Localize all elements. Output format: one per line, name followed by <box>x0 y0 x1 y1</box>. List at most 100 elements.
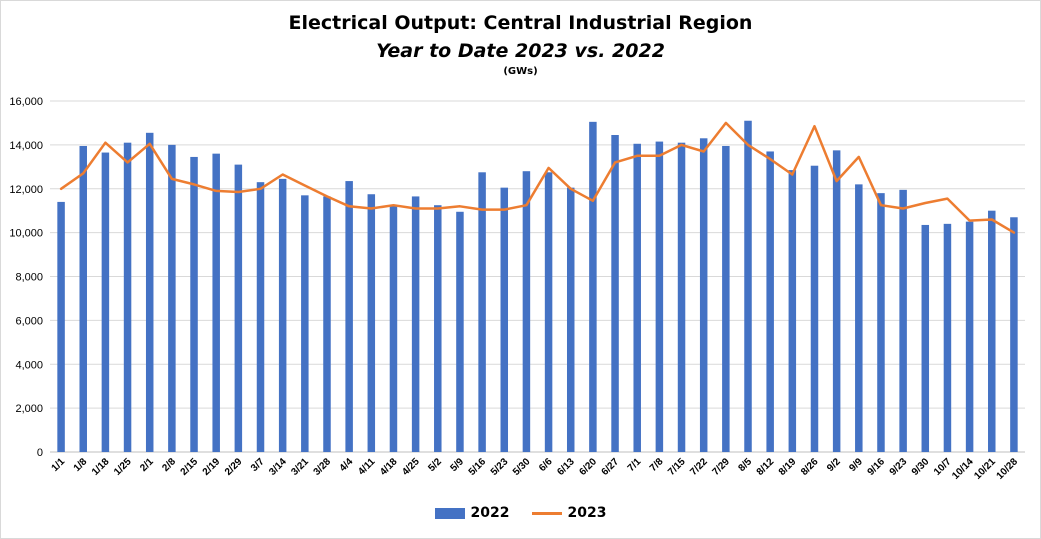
x-tick-label: 3/21 <box>289 456 311 478</box>
x-tick-label: 9/9 <box>847 456 865 474</box>
legend: 2022 2023 <box>0 505 1041 521</box>
legend-swatch-2023 <box>531 511 562 515</box>
bar-2022 <box>500 187 509 452</box>
chart-unit-label: (GWs) <box>503 66 538 77</box>
y-tick-label: 2,000 <box>15 403 43 415</box>
x-tick-label: 10/21 <box>972 456 998 482</box>
x-tick-label: 6/6 <box>537 456 555 474</box>
bar-2022 <box>323 196 331 452</box>
x-axis: 1/1 1/8 1/18 1/25 2/1 2/8 2/15 2/19 2/29 3/7 3/14 3… <box>50 456 1021 482</box>
y-tick-label: 8,000 <box>15 272 43 284</box>
x-tick-label: 5/2 <box>426 456 444 474</box>
y-axis: 0 2,000 4,000 6,000 8,000 10,000 12,000 14,000 1… <box>9 96 43 459</box>
x-tick-label: 7/8 <box>648 456 666 474</box>
bar-2022 <box>345 181 353 452</box>
bar-2022 <box>699 138 708 452</box>
x-tick-label: 3/28 <box>312 456 334 478</box>
y-tick-label: 0 <box>37 447 43 459</box>
x-tick-label: 7/15 <box>666 456 688 478</box>
bar-2022 <box>877 193 885 452</box>
bar-2022 <box>589 121 597 452</box>
line-2023 <box>59 121 1016 234</box>
y-tick-label: 6,000 <box>15 315 43 327</box>
bar-2022 <box>611 135 619 453</box>
x-tick-label: 10/14 <box>950 456 976 482</box>
legend-item-2023: 2023 <box>531 505 607 521</box>
bar-2022 <box>832 150 841 452</box>
bar-2022 <box>434 205 442 452</box>
bar-2022 <box>633 143 641 452</box>
x-tick-label: 2/15 <box>179 456 201 478</box>
x-tick-label: 4/4 <box>338 456 356 474</box>
bar-2022 <box>145 132 154 452</box>
bar-2022 <box>1010 217 1018 452</box>
x-tick-label: 6/27 <box>600 456 622 478</box>
bar-2022 <box>456 211 464 452</box>
bar-2022 <box>168 144 176 452</box>
x-tick-label: 7/1 <box>626 456 644 474</box>
bar-2022 <box>965 221 974 452</box>
x-tick-label: 9/23 <box>888 456 910 478</box>
bar-2022 <box>655 141 664 452</box>
x-tick-label: 7/29 <box>710 456 732 478</box>
bar-2022 <box>899 189 907 453</box>
title-block: Electrical Output: Central Industrial Re… <box>0 10 1041 79</box>
bars-2022 <box>57 120 1018 453</box>
x-tick-label: 10/28 <box>995 456 1021 482</box>
x-tick-label: 3/14 <box>267 456 289 478</box>
x-tick-label: 8/12 <box>755 456 777 478</box>
x-tick-label: 5/23 <box>489 456 511 478</box>
x-tick-label: 4/18 <box>378 456 400 478</box>
legend-label-2023: 2023 <box>567 505 607 521</box>
x-tick-label: 5/30 <box>511 456 533 478</box>
series-line-2023 <box>59 121 1016 234</box>
x-tick-label: 1/18 <box>90 456 112 478</box>
bar-2022 <box>921 224 930 452</box>
x-tick-label: 9/30 <box>910 456 932 478</box>
x-tick-label: 4/11 <box>356 456 377 477</box>
legend-swatch-2022 <box>434 507 465 519</box>
bar-2022 <box>478 172 486 452</box>
y-tick-label: 10,000 <box>9 228 43 240</box>
bar-2022 <box>788 170 797 452</box>
x-tick-label: 9/16 <box>866 456 888 478</box>
chart-title: Electrical Output: Central Industrial Re… <box>288 12 753 34</box>
bar-2022 <box>79 145 87 453</box>
bar-2022 <box>855 184 863 453</box>
bar-2022 <box>234 164 243 452</box>
x-tick-label: 4/25 <box>400 456 422 478</box>
x-tick-label: 6/13 <box>555 456 577 478</box>
x-tick-label: 6/20 <box>577 456 599 478</box>
x-tick-label: 8/5 <box>737 456 755 474</box>
bar-2022 <box>57 201 65 452</box>
y-tick-label: 16,000 <box>9 96 43 108</box>
x-tick-label: 9/2 <box>825 456 843 474</box>
bar-2022 <box>522 171 531 452</box>
bar-2022 <box>256 182 265 452</box>
x-tick-label: 8/19 <box>777 456 799 478</box>
chart-subtitle: Year to Date 2023 vs. 2022 <box>376 40 665 62</box>
y-tick-label: 12,000 <box>9 184 43 196</box>
x-tick-label: 3/7 <box>249 456 267 474</box>
legend-label-2022: 2022 <box>470 505 510 521</box>
bar-2022 <box>123 142 132 452</box>
x-tick-label: 1/25 <box>112 456 134 478</box>
bar-2022 <box>367 194 376 452</box>
bar-2022 <box>988 210 996 452</box>
x-tick-label: 5/9 <box>448 456 466 474</box>
x-tick-label: 1/8 <box>72 456 90 474</box>
bar-2022 <box>212 153 220 452</box>
bar-2022 <box>389 206 398 452</box>
x-tick-label: 8/26 <box>799 456 821 478</box>
bar-2022 <box>744 120 752 453</box>
y-tick-label: 4,000 <box>15 359 43 371</box>
bar-2022 <box>766 151 774 453</box>
bar-2022 <box>566 187 575 452</box>
x-tick-label: 2/8 <box>160 456 178 474</box>
bar-2022 <box>190 156 198 453</box>
bar-2022 <box>301 195 309 453</box>
bar-2022 <box>810 165 819 452</box>
x-tick-label: 1/1 <box>50 456 68 474</box>
bar-2022 <box>544 172 553 452</box>
